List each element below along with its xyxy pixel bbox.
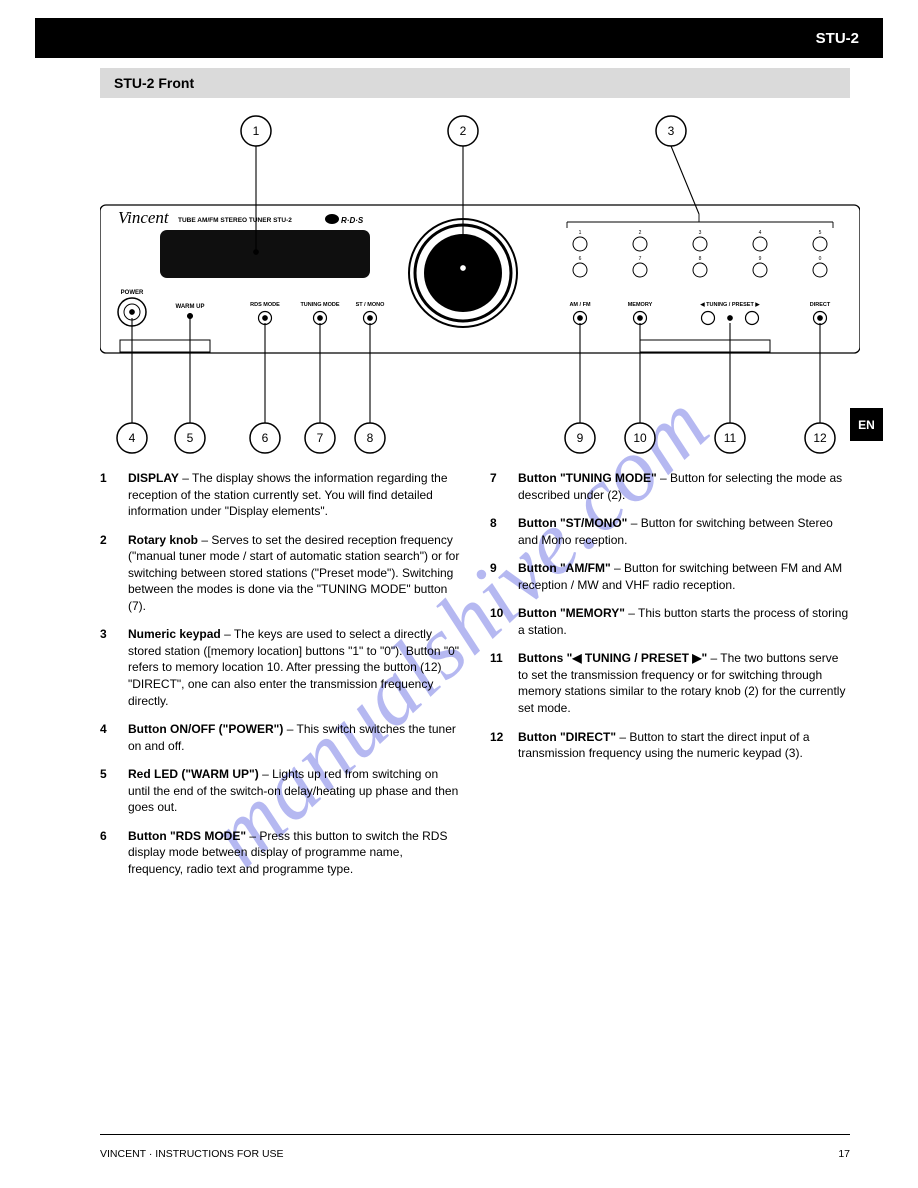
callout-1: 1 — [253, 124, 260, 138]
svg-text:3: 3 — [699, 230, 702, 236]
item-1: 1 DISPLAY – The display shows the inform… — [100, 470, 460, 520]
topbar: STU-2 — [35, 18, 883, 58]
topbar-title: STU-2 — [816, 30, 859, 47]
item-num: 4 — [100, 721, 107, 738]
footer: VINCENT · INSTRUCTIONS FOR USE 17 — [100, 1148, 850, 1160]
item-num: 6 — [100, 828, 107, 845]
item-num: 2 — [100, 532, 107, 549]
svg-text:5: 5 — [187, 431, 194, 445]
svg-text:4: 4 — [759, 230, 762, 236]
item-label: Button "ST/MONO" — [518, 516, 627, 530]
item-2: 2 Rotary knob – Serves to set the desire… — [100, 532, 460, 615]
section-heading-bar: STU-2 Front — [100, 68, 850, 98]
item-10: 10 Button "MEMORY" – This button starts … — [490, 605, 850, 638]
item-3: 3 Numeric keypad – The keys are used to … — [100, 626, 460, 709]
device-title-text: TUBE AM/FM STEREO TUNER STU-2 — [178, 217, 292, 224]
svg-text:WARM UP: WARM UP — [176, 304, 205, 310]
item-num: 9 — [490, 560, 497, 577]
svg-text:8: 8 — [699, 256, 702, 262]
svg-text:10: 10 — [633, 431, 647, 445]
svg-text:DIRECT: DIRECT — [810, 302, 831, 308]
item-num: 8 — [490, 515, 497, 532]
footer-rule — [100, 1134, 850, 1135]
svg-text:TUNING MODE: TUNING MODE — [300, 302, 339, 308]
item-8: 8 Button "ST/MONO" – Button for switchin… — [490, 515, 850, 548]
display-window — [160, 230, 370, 278]
svg-text:POWER: POWER — [121, 290, 144, 296]
footer-left: VINCENT · INSTRUCTIONS FOR USE — [100, 1148, 284, 1160]
item-num: 7 — [490, 470, 497, 487]
svg-text:RDS MODE: RDS MODE — [250, 302, 280, 308]
item-num: 1 — [100, 470, 107, 487]
svg-text:7: 7 — [317, 431, 324, 445]
item-label: Buttons "◀ TUNING / PRESET ▶" — [518, 651, 707, 665]
item-num: 10 — [490, 605, 503, 622]
svg-text:2: 2 — [639, 230, 642, 236]
item-label: Button "MEMORY" — [518, 606, 625, 620]
svg-text:8: 8 — [367, 431, 374, 445]
callout-2: 2 — [460, 124, 467, 138]
description-list: 1 DISPLAY – The display shows the inform… — [100, 470, 850, 889]
item-num: 5 — [100, 766, 107, 783]
svg-text:MEMORY: MEMORY — [628, 302, 653, 308]
item-label: Button "RDS MODE" — [128, 829, 246, 843]
callout-3: 3 — [668, 124, 675, 138]
svg-text:AM / FM: AM / FM — [569, 302, 590, 308]
svg-text:7: 7 — [639, 256, 642, 262]
item-num: 12 — [490, 729, 503, 746]
item-5: 5 Red LED ("WARM UP") – Lights up red fr… — [100, 766, 460, 816]
svg-text:1: 1 — [579, 230, 582, 236]
svg-text:5: 5 — [819, 230, 822, 236]
item-label: Rotary knob — [128, 533, 198, 547]
svg-text:4: 4 — [129, 431, 136, 445]
item-7: 7 Button "TUNING MODE" – Button for sele… — [490, 470, 850, 503]
svg-text:11: 11 — [724, 431, 737, 445]
svg-text:12: 12 — [813, 431, 827, 445]
item-4: 4 Button ON/OFF ("POWER") – This switch … — [100, 721, 460, 754]
item-label: Numeric keypad — [128, 627, 221, 641]
item-num: 3 — [100, 626, 107, 643]
item-label: Red LED ("WARM UP") — [128, 767, 259, 781]
item-9: 9 Button "AM/FM" – Button for switching … — [490, 560, 850, 593]
svg-text:◀ TUNING / PRESET ▶: ◀ TUNING / PRESET ▶ — [699, 301, 760, 308]
item-label: Button ON/OFF ("POWER") — [128, 722, 283, 736]
item-11: 11 Buttons "◀ TUNING / PRESET ▶" – The t… — [490, 650, 850, 716]
item-label: Button "DIRECT" — [518, 730, 616, 744]
svg-text:6: 6 — [579, 256, 582, 262]
front-panel-diagram: 1 2 3 Vincent TUBE AM/FM STEREO TUNER ST… — [100, 108, 860, 458]
svg-text:9: 9 — [759, 256, 762, 262]
language-tab-label: EN — [858, 418, 875, 432]
svg-text:R·D·S: R·D·S — [341, 216, 364, 225]
item-label: DISPLAY — [128, 471, 179, 485]
brand-script: Vincent — [118, 208, 170, 227]
item-num: 11 — [490, 650, 503, 667]
svg-text:ST / MONO: ST / MONO — [356, 302, 385, 308]
item-label: Button "AM/FM" — [518, 561, 611, 575]
item-label: Button "TUNING MODE" — [518, 471, 657, 485]
item-12: 12 Button "DIRECT" – Button to start the… — [490, 729, 850, 762]
section-heading: STU-2 Front — [114, 75, 194, 91]
footer-page-number: 17 — [838, 1148, 850, 1160]
svg-text:6: 6 — [262, 431, 269, 445]
item-6: 6 Button "RDS MODE" – Press this button … — [100, 828, 460, 878]
svg-text:9: 9 — [577, 431, 584, 445]
svg-text:0: 0 — [819, 256, 822, 262]
